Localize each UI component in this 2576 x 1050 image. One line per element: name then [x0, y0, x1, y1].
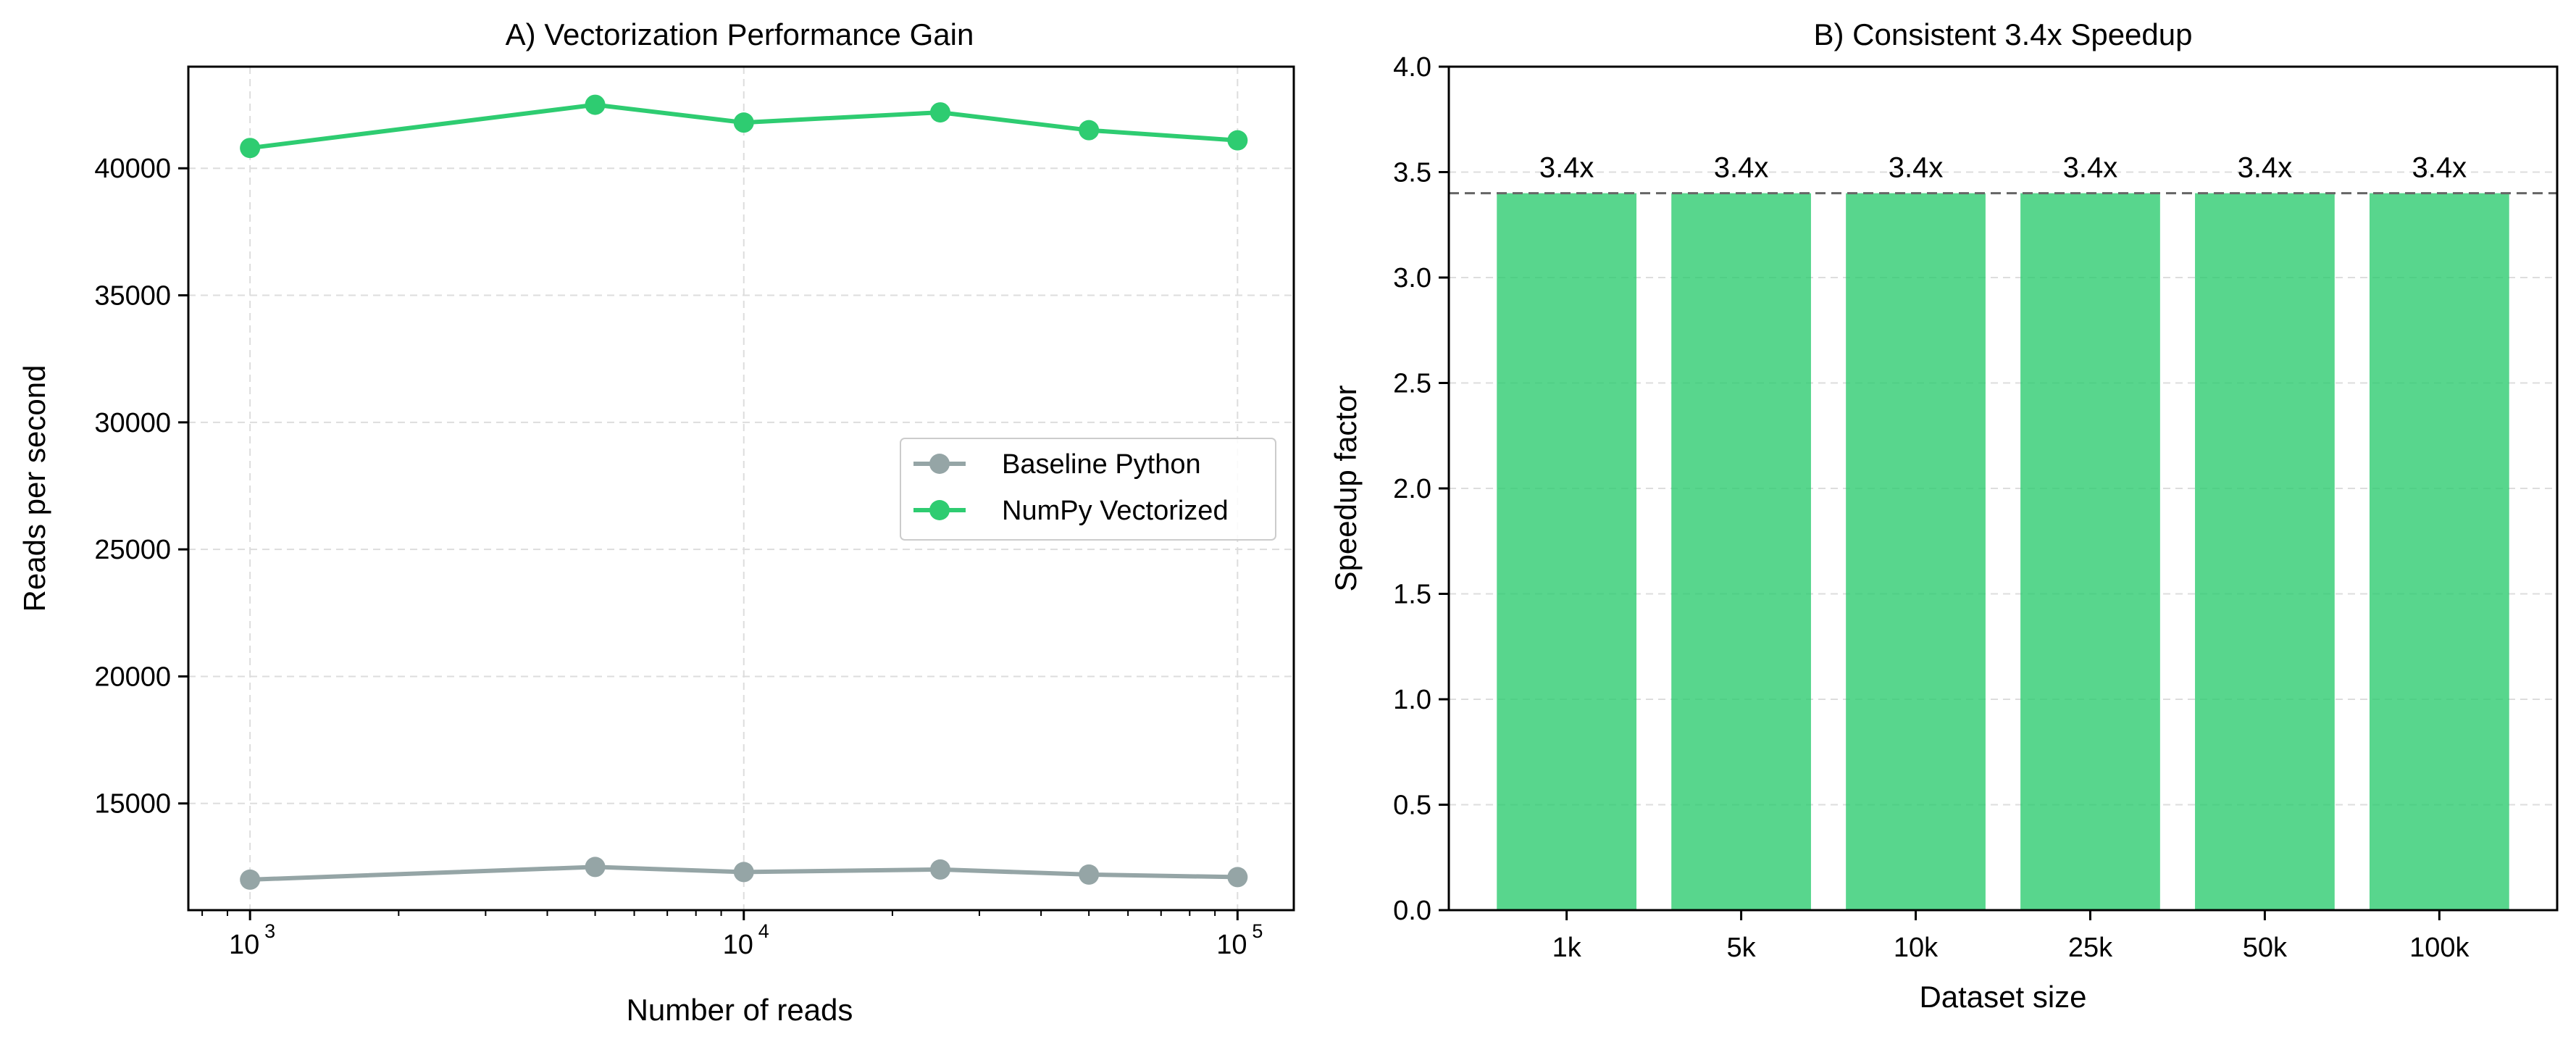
bar-value-label: 3.4x [2238, 152, 2293, 184]
bar-1k [1497, 193, 1637, 911]
y-tick-label: 1.0 [1393, 685, 1431, 715]
y-tick-label: 2.5 [1393, 369, 1431, 399]
data-point-0 [585, 857, 606, 878]
data-point-1 [1079, 120, 1100, 141]
line-chart-panel: A) Vectorization Performance Gain 15000 2… [17, 17, 1295, 1027]
y-tick-label: 35000 [94, 281, 171, 312]
data-point-0 [1227, 867, 1248, 888]
x-tick-label: 25k [2068, 933, 2113, 963]
y-tick-label: 4.0 [1393, 52, 1431, 83]
y-tick-label: 40000 [94, 154, 171, 184]
data-point-0 [240, 869, 261, 890]
bar-value-label: 3.4x [1539, 152, 1594, 184]
legend-label-numpy: NumPy Vectorized [1002, 496, 1229, 526]
chart-b-ylabel: Speedup factor [1329, 386, 1363, 592]
series-line-1 [249, 102, 1238, 151]
data-point-1 [1227, 130, 1248, 151]
data-point-1 [929, 102, 950, 123]
y-tick-label: 2.0 [1393, 474, 1431, 504]
y-tick-label: 30000 [94, 408, 171, 438]
bar-5k [1671, 193, 1811, 911]
bar-value-label: 3.4x [1714, 152, 1769, 184]
series-line-0 [250, 864, 1238, 882]
y-tick-label: 3.5 [1393, 158, 1431, 188]
chart-a-title: A) Vectorization Performance Gain [506, 17, 974, 51]
y-tick-label: 0.0 [1393, 896, 1431, 926]
chart-a-frame [187, 65, 1295, 912]
chart-b-title: B) Consistent 3.4x Speedup [1814, 17, 2193, 51]
bar-value-label: 3.4x [1889, 152, 1944, 184]
data-point-1 [240, 138, 261, 159]
bar-chart-panel: B) Consistent 3.4x Speedup 3.4x 3.4x 3.4x 3… [1329, 17, 2559, 1014]
y-tick-label: 1.5 [1393, 580, 1431, 610]
x-tick-label: 10 [1216, 930, 1247, 960]
chart-a-ylabel: Reads per second [17, 365, 51, 612]
x-tick-exponent: 5 [1252, 920, 1263, 942]
y-tick-label: 0.5 [1393, 791, 1431, 821]
bar-25k [2020, 193, 2160, 911]
x-tick-label: 10 [723, 930, 753, 960]
y-tick-label: 3.0 [1393, 263, 1431, 293]
y-tick-label: 20000 [94, 662, 171, 692]
bar-value-label: 3.4x [2063, 152, 2118, 184]
data-point-1 [733, 112, 754, 133]
x-tick-exponent: 3 [264, 920, 275, 942]
chart-a-legend: Baseline Python NumPy Vectorized [900, 438, 1276, 541]
y-tick-label: 15000 [94, 789, 171, 820]
data-point-0 [929, 859, 950, 880]
x-tick-label: 5k [1727, 933, 1757, 963]
x-tick-label: 1k [1552, 933, 1582, 963]
legend-marker-baseline [929, 454, 950, 474]
x-tick-label: 10k [1894, 933, 1939, 963]
x-tick-label: 10 [229, 930, 259, 960]
data-point-1 [585, 94, 606, 115]
bar-10k [1846, 193, 1986, 911]
legend-label-baseline: Baseline Python [1002, 449, 1201, 480]
chart-b-xlabel: Dataset size [1919, 980, 2086, 1014]
legend-marker-numpy [929, 500, 950, 520]
x-tick-label: 100k [2409, 933, 2470, 963]
bar-value-label: 3.4x [2412, 152, 2467, 184]
data-point-0 [733, 862, 754, 883]
x-tick-exponent: 4 [758, 920, 769, 942]
bar-50k [2195, 193, 2335, 911]
y-tick-label: 25000 [94, 535, 171, 565]
bar-100k [2369, 193, 2509, 911]
data-point-0 [1079, 864, 1100, 885]
chart-a-xlabel: Number of reads [627, 993, 853, 1027]
x-tick-label: 50k [2243, 933, 2288, 963]
